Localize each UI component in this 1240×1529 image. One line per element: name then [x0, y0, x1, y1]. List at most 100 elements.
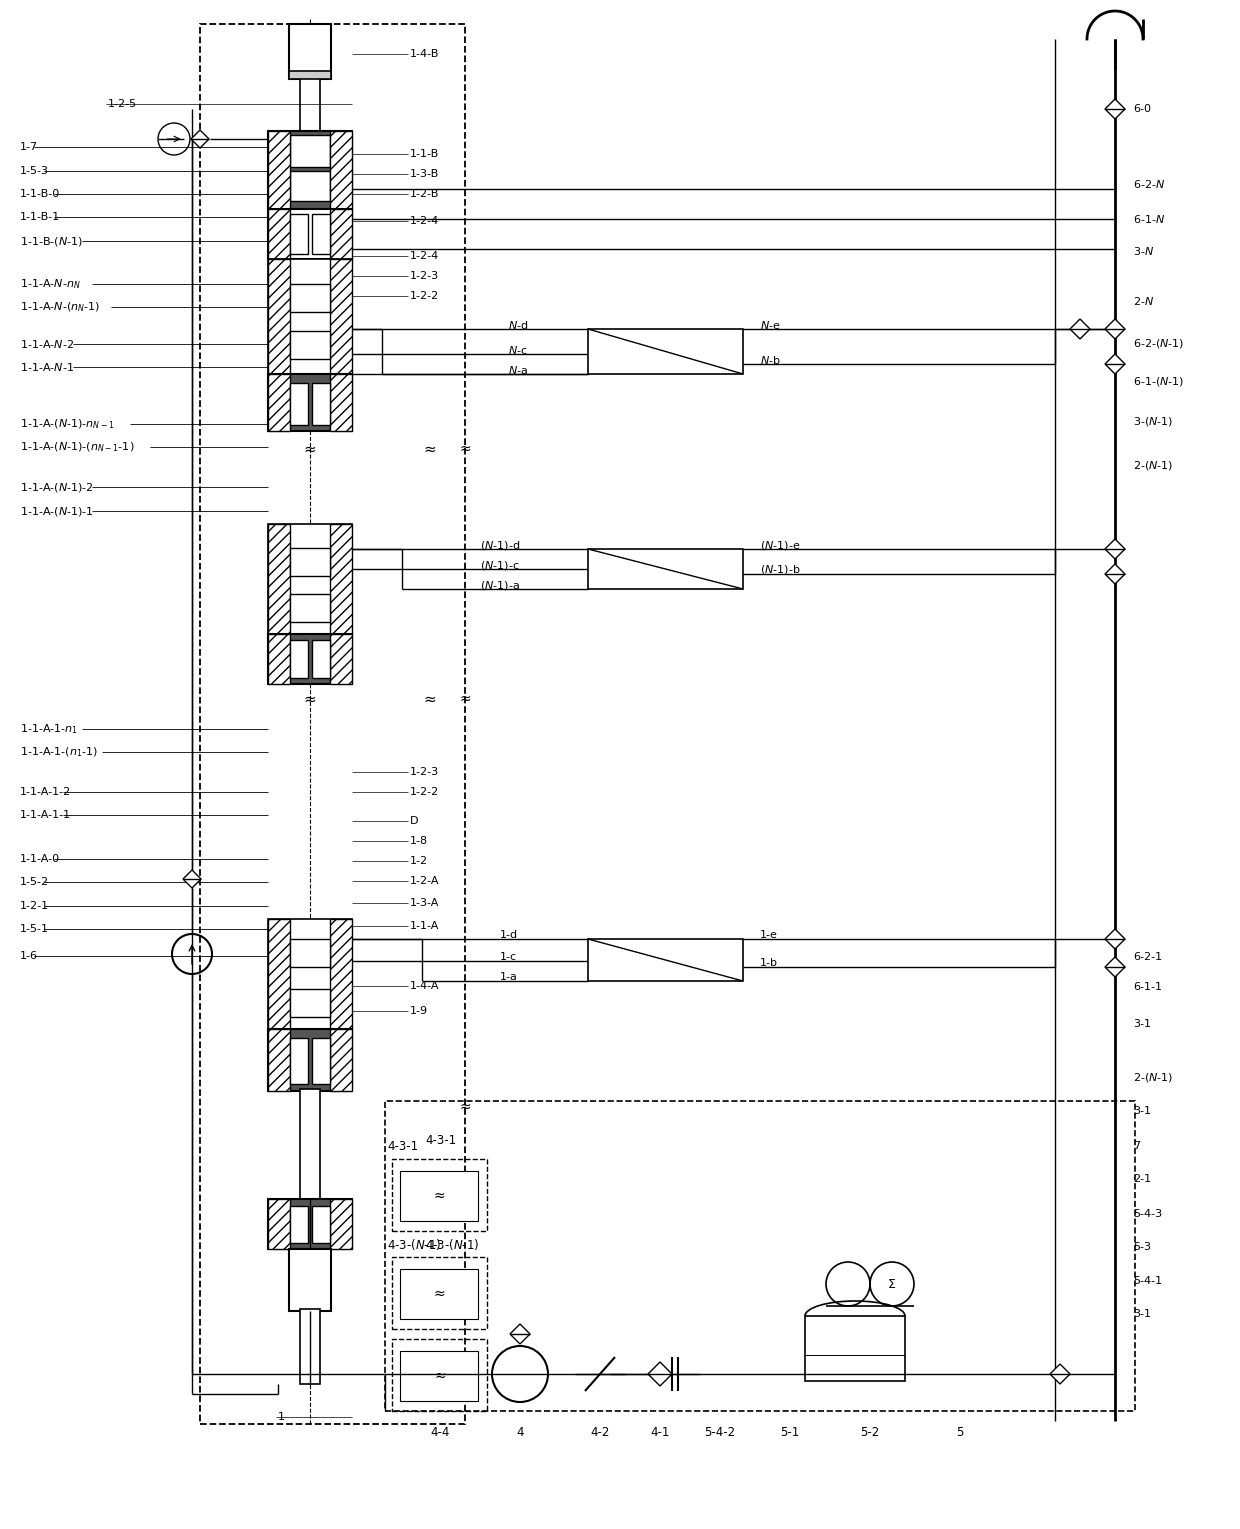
Text: ($N$-1)-d: ($N$-1)-d — [480, 538, 521, 552]
Text: 1: 1 — [278, 1411, 285, 1422]
Text: 2-($N$-1): 2-($N$-1) — [1133, 1070, 1173, 1084]
Text: ≈: ≈ — [433, 1287, 445, 1301]
Bar — [300, 1089, 320, 1199]
Text: 1-7: 1-7 — [20, 142, 38, 151]
Text: 1-1-B: 1-1-B — [410, 148, 439, 159]
Text: 6-1-$N$: 6-1-$N$ — [1133, 213, 1166, 225]
Text: 1-9: 1-9 — [410, 1006, 428, 1015]
Text: ($N$-1)-c: ($N$-1)-c — [480, 558, 520, 572]
Text: ≈: ≈ — [459, 693, 471, 706]
Text: 5-2: 5-2 — [861, 1427, 879, 1439]
Polygon shape — [1105, 355, 1125, 375]
Text: 1-1-A-$N$-1: 1-1-A-$N$-1 — [20, 361, 74, 373]
Bar — [330, 635, 352, 683]
Text: 2-($N$-1): 2-($N$-1) — [1133, 460, 1173, 472]
Bar — [330, 131, 352, 209]
Text: 5-4-2: 5-4-2 — [704, 1427, 735, 1439]
Bar — [805, 1316, 905, 1381]
Bar — [290, 939, 330, 966]
Text: 1-2-2: 1-2-2 — [410, 787, 439, 797]
Text: 6-1-1: 6-1-1 — [1133, 982, 1162, 992]
Text: 5-4-1: 5-4-1 — [1133, 1277, 1162, 1286]
Text: D: D — [410, 816, 419, 826]
Text: ($N$-1)-e: ($N$-1)-e — [760, 538, 801, 552]
Text: 1-c: 1-c — [500, 953, 517, 962]
Bar — [290, 284, 330, 312]
Polygon shape — [184, 870, 201, 888]
Text: 1-5-1: 1-5-1 — [20, 924, 50, 934]
Text: 1-2-3: 1-2-3 — [410, 768, 439, 777]
Bar — [330, 258, 352, 375]
Polygon shape — [1050, 1364, 1070, 1384]
Bar — [268, 1029, 290, 1092]
Bar — [588, 329, 743, 375]
Text: 4-3-($N$-1): 4-3-($N$-1) — [425, 1237, 479, 1252]
Bar — [289, 24, 331, 80]
Text: $N$-e: $N$-e — [760, 320, 781, 330]
Polygon shape — [1105, 957, 1125, 977]
Text: 7: 7 — [1133, 1141, 1140, 1151]
Text: 1-1-A: 1-1-A — [410, 920, 439, 931]
Bar — [290, 1206, 308, 1243]
Bar — [268, 1029, 352, 1092]
Polygon shape — [1105, 930, 1125, 950]
Text: 1-2-5: 1-2-5 — [108, 99, 138, 109]
Bar — [268, 209, 290, 258]
Bar — [289, 70, 331, 80]
Bar — [268, 209, 352, 258]
Bar — [290, 593, 330, 622]
Text: 1-2-2: 1-2-2 — [410, 291, 439, 301]
Bar — [401, 1171, 477, 1222]
Bar — [268, 131, 352, 209]
Bar — [268, 375, 290, 431]
Text: 1-2-4: 1-2-4 — [410, 216, 439, 226]
Bar — [330, 524, 352, 635]
Polygon shape — [1105, 540, 1125, 560]
Text: $N$-a: $N$-a — [508, 364, 528, 376]
Text: 1-b: 1-b — [760, 959, 777, 968]
Text: 6-1-($N$-1): 6-1-($N$-1) — [1133, 375, 1184, 387]
Text: 4-3-1: 4-3-1 — [425, 1135, 456, 1147]
Text: 3-$N$: 3-$N$ — [1133, 245, 1154, 257]
Text: 1-1-A-($N$-1)-($n_{N-1}$-1): 1-1-A-($N$-1)-($n_{N-1}$-1) — [20, 440, 134, 454]
Bar — [300, 1309, 320, 1384]
Bar — [268, 375, 352, 431]
Bar — [290, 382, 308, 425]
Text: 1-1-A-1-($n_1$-1): 1-1-A-1-($n_1$-1) — [20, 745, 98, 758]
Text: 2-1: 2-1 — [1133, 1174, 1151, 1183]
Text: 2-$N$: 2-$N$ — [1133, 295, 1154, 307]
Text: 1-a: 1-a — [500, 972, 518, 982]
Text: 1-1-A-$N$-($n_N$-1): 1-1-A-$N$-($n_N$-1) — [20, 300, 100, 313]
Text: 5: 5 — [956, 1427, 963, 1439]
Bar — [330, 375, 352, 431]
Text: ≈: ≈ — [459, 1099, 471, 1115]
Bar — [268, 524, 290, 635]
Text: ≈: ≈ — [433, 1190, 445, 1203]
Bar — [401, 1269, 477, 1320]
Text: $N$-d: $N$-d — [508, 320, 528, 330]
Polygon shape — [510, 1324, 529, 1344]
Text: 6-2-1: 6-2-1 — [1133, 953, 1162, 962]
Text: ($N$-1)-b: ($N$-1)-b — [760, 564, 801, 576]
Bar — [268, 919, 290, 1029]
Text: ≈: ≈ — [424, 691, 436, 706]
Text: 1-1-A-1-2: 1-1-A-1-2 — [20, 787, 71, 797]
Bar — [312, 382, 330, 425]
Text: ($N$-1)-a: ($N$-1)-a — [480, 578, 520, 592]
Bar — [290, 171, 330, 200]
Bar — [588, 549, 743, 589]
Text: ≈: ≈ — [459, 442, 471, 456]
Bar — [300, 76, 320, 131]
Bar — [330, 209, 352, 258]
Bar — [289, 1249, 331, 1310]
Text: 1-8: 1-8 — [410, 836, 428, 846]
Text: 1-3-A: 1-3-A — [410, 898, 439, 908]
Text: $N$-c: $N$-c — [508, 344, 528, 356]
Bar — [290, 641, 308, 677]
Bar — [268, 919, 352, 1029]
Text: 3-1: 3-1 — [1133, 1309, 1151, 1320]
Text: 1-2: 1-2 — [410, 856, 428, 865]
Bar — [268, 258, 290, 375]
Bar — [312, 214, 330, 254]
Bar — [268, 131, 290, 209]
